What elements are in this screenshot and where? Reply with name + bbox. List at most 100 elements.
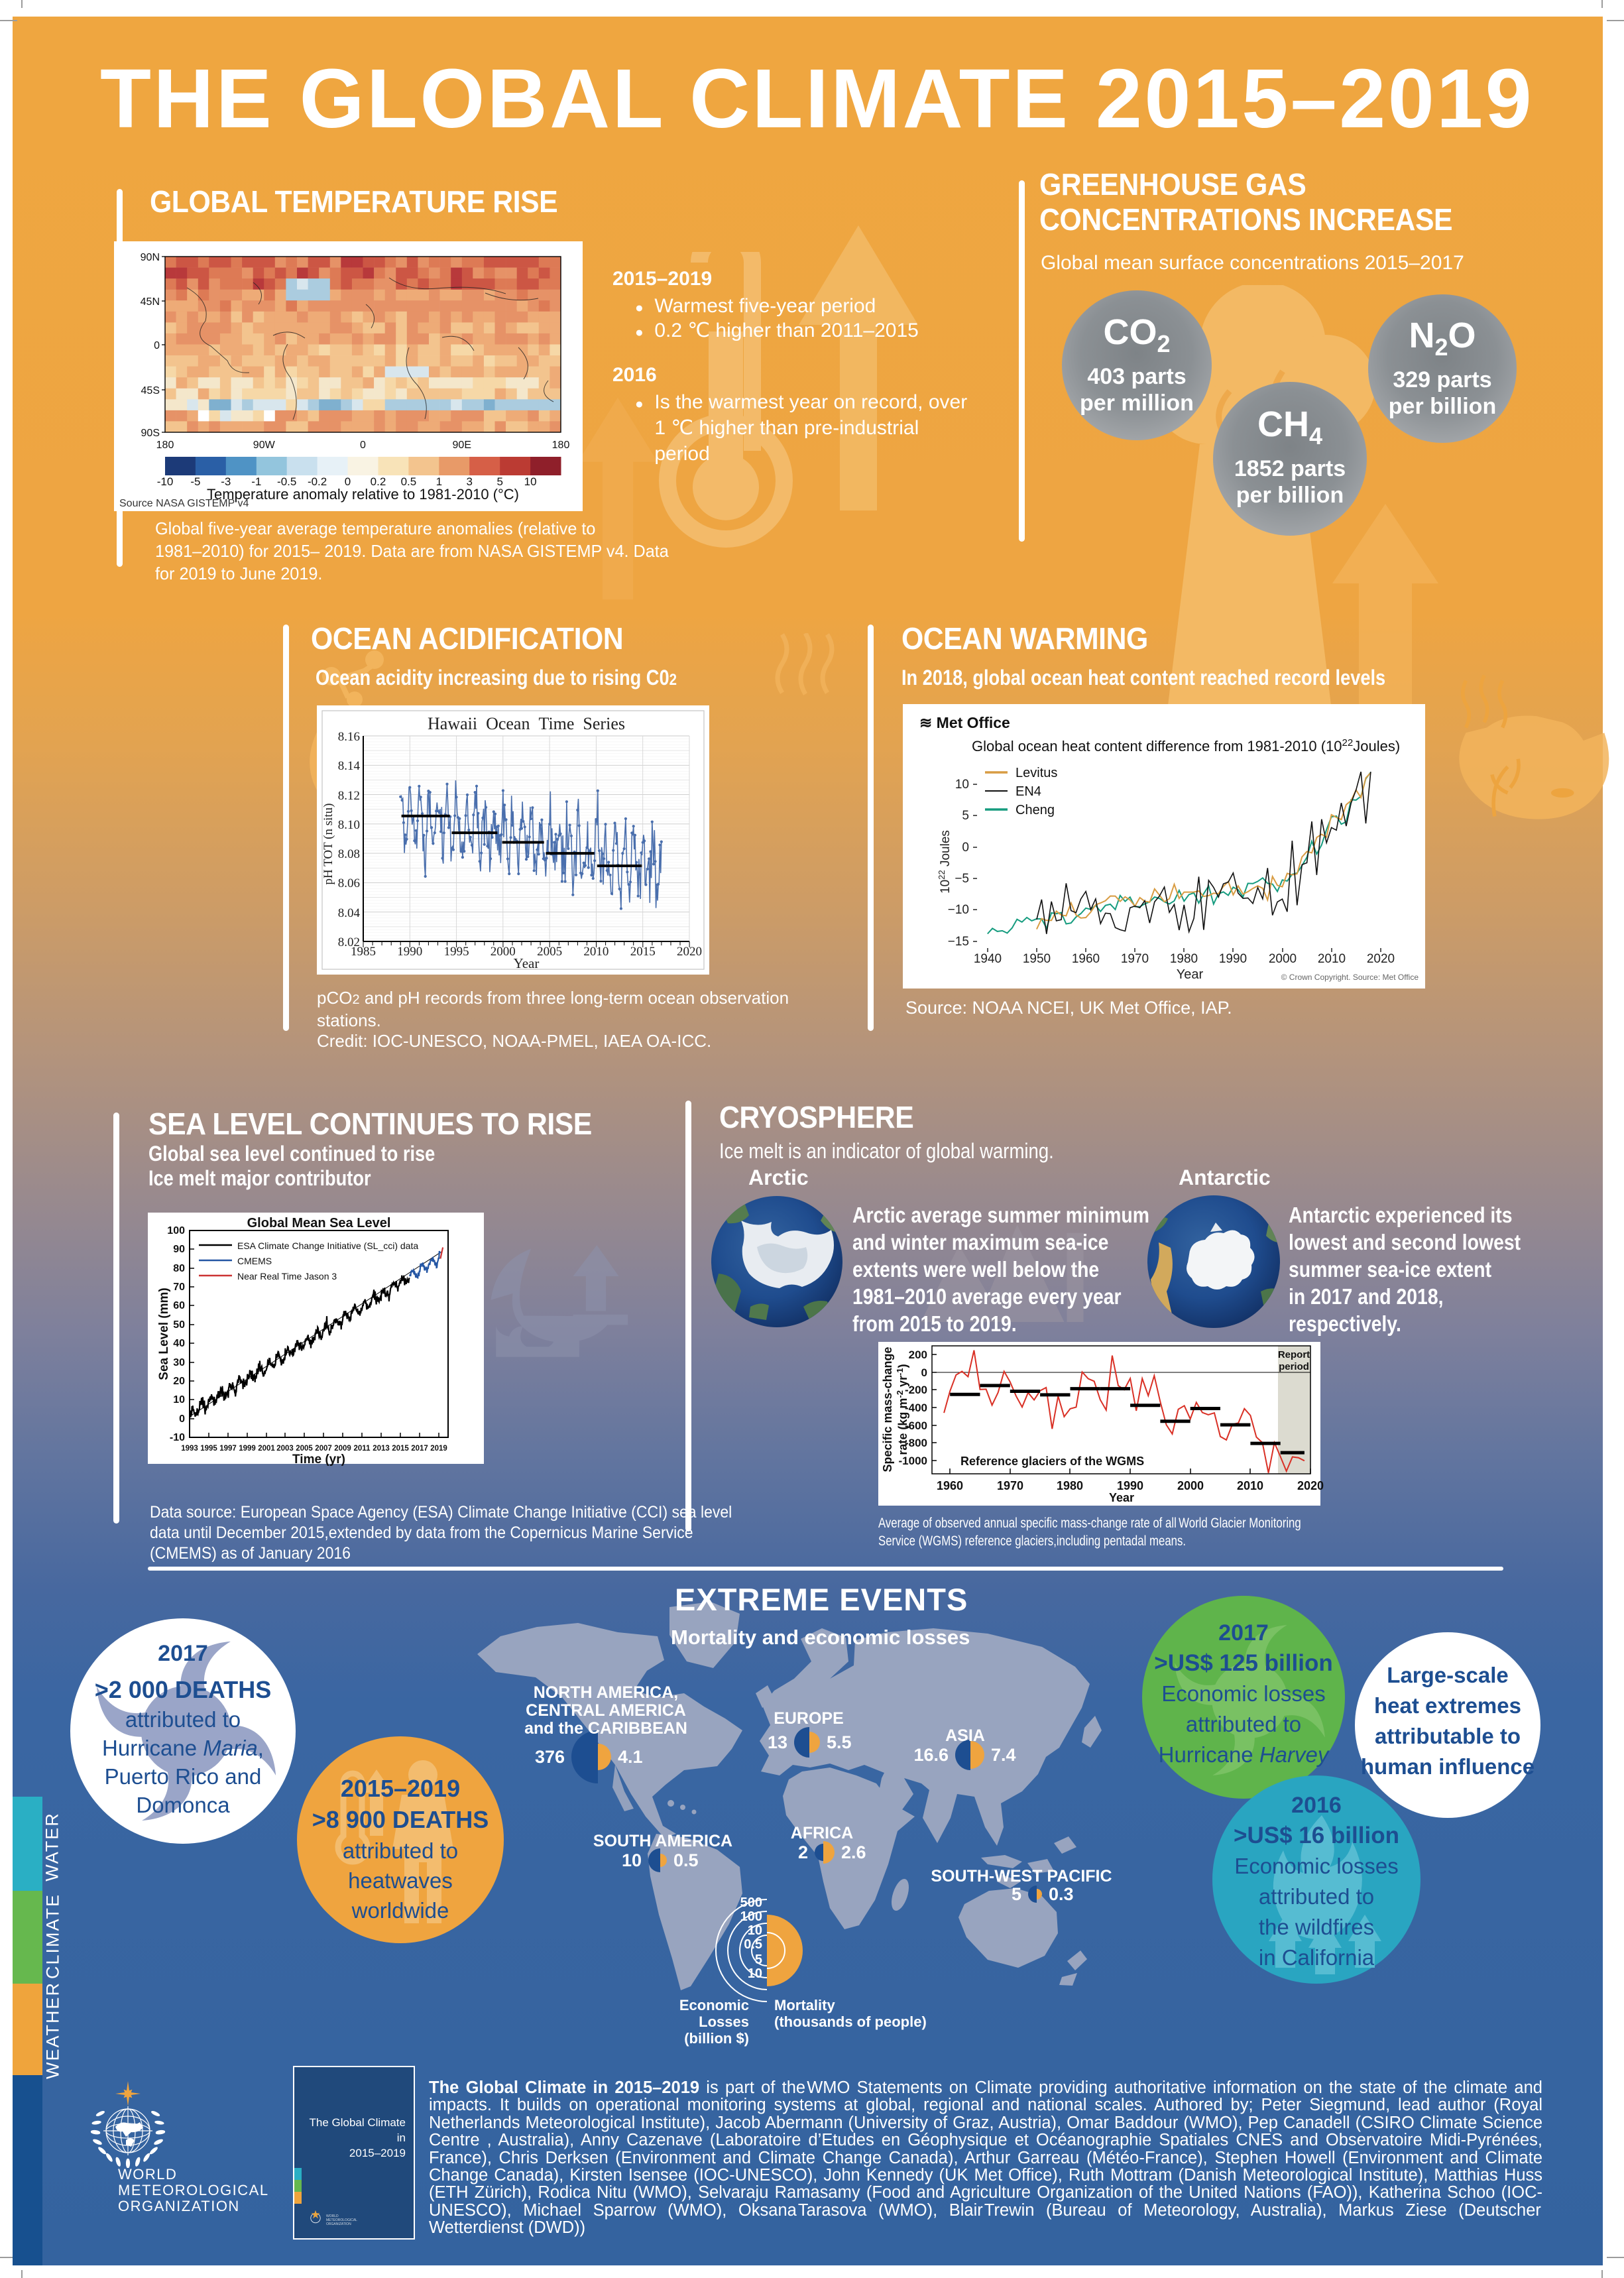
svg-text:2020: 2020 [677,945,702,959]
svg-text:2005: 2005 [296,1445,313,1453]
svg-text:ESA Climate Change Initiative: ESA Climate Change Initiative (SL_cci) d… [237,1240,418,1251]
svg-text:-10: -10 [170,1432,185,1443]
svg-text:13: 13 [768,1732,787,1752]
svg-text:1985: 1985 [351,945,376,959]
svg-text:8.10: 8.10 [338,818,360,832]
svg-text:2003: 2003 [276,1445,294,1453]
svg-text:Sea Level (mm): Sea Level (mm) [157,1288,171,1380]
svg-text:Time (yr): Time (yr) [292,1453,345,1467]
svg-text:2020: 2020 [1367,952,1395,966]
svg-text:1960: 1960 [1072,952,1100,966]
svg-text:-400: -400 [905,1402,927,1414]
svg-text:ASIA: ASIA [945,1726,985,1745]
svg-text:Report: Report [1278,1349,1310,1360]
svg-text:NORTH AMERICA,: NORTH AMERICA, [534,1683,679,1702]
svg-text:0: 0 [345,475,351,488]
svg-text:180: 180 [156,440,174,451]
svg-text:45S: 45S [141,385,160,396]
svg-text:5.5: 5.5 [827,1732,852,1752]
svg-text:Near Real Time Jason 3: Near Real Time Jason 3 [237,1271,337,1282]
svg-text:100: 100 [740,1909,762,1924]
svg-text:1960: 1960 [937,1479,963,1492]
svg-text:2010: 2010 [583,945,609,959]
svg-text:1: 1 [436,475,442,488]
svg-text:180: 180 [552,440,570,451]
svg-text:1970: 1970 [1121,952,1149,966]
svg-text:Mortality: Mortality [774,1997,835,2013]
svg-text:-0.5: -0.5 [277,475,296,488]
svg-text:376: 376 [535,1747,565,1767]
svg-text:2: 2 [798,1842,808,1862]
svg-text:−10: −10 [948,903,969,917]
svg-text:SOUTH AMERICA: SOUTH AMERICA [593,1832,732,1850]
svg-text:8.12: 8.12 [338,789,360,803]
svg-text:1997: 1997 [219,1445,237,1453]
svg-text:100: 100 [167,1225,185,1236]
svg-text:0: 0 [921,1366,927,1379]
svg-text:8.16: 8.16 [338,730,360,744]
svg-text:Year: Year [1177,967,1204,982]
svg-text:Levitus: Levitus [1015,766,1057,780]
svg-text:90S: 90S [141,428,160,439]
svg-text:1999: 1999 [239,1445,256,1453]
svg-text:−15: −15 [948,935,969,949]
svg-text:Global Mean Sea Level: Global Mean Sea Level [247,1216,391,1230]
svg-text:pH TOT (n situ): pH TOT (n situ) [321,804,335,885]
svg-text:period: period [1279,1361,1309,1372]
svg-text:10: 10 [748,1966,762,1981]
svg-text:200: 200 [909,1349,927,1361]
svg-text:40: 40 [173,1338,185,1349]
svg-text:≋ Met Office: ≋ Met Office [919,714,1010,731]
svg-text:10: 10 [955,778,969,792]
svg-text:1980: 1980 [1057,1479,1083,1492]
svg-text:60: 60 [173,1300,185,1311]
svg-text:5: 5 [1012,1884,1021,1904]
svg-text:1990: 1990 [1219,952,1247,966]
svg-text:and the CARIBBEAN: and the CARIBBEAN [524,1719,687,1738]
svg-text:Temperature anomaly relative t: Temperature anomaly relative to 1981-201… [207,486,519,503]
svg-text:8.14: 8.14 [338,759,361,773]
svg-text:Specific mass-change: Specific mass-change [881,1347,894,1472]
svg-text:2015: 2015 [630,945,656,959]
svg-text:30: 30 [173,1357,185,1368]
svg-text:−5: −5 [955,872,969,886]
svg-text:Reference glaciers of the WGMS: Reference glaciers of the WGMS [960,1455,1144,1468]
svg-text:Cheng: Cheng [1015,803,1055,817]
svg-text:2000: 2000 [1269,952,1297,966]
svg-text:0: 0 [154,340,160,351]
svg-text:16.6: 16.6 [913,1745,949,1765]
svg-text:-3: -3 [221,475,231,488]
svg-text:CMEMS: CMEMS [237,1256,272,1266]
svg-text:(billion $): (billion $) [684,2030,749,2047]
svg-text:© Crown Copyright. Source: Met: © Crown Copyright. Source: Met Office [1281,973,1419,982]
svg-text:Source NASA GISTEMP v4: Source NASA GISTEMP v4 [119,498,249,509]
svg-text:-1000: -1000 [899,1455,927,1467]
svg-text:0.5: 0.5 [673,1850,699,1870]
svg-text:8.08: 8.08 [338,847,360,861]
svg-text:EN4: EN4 [1015,784,1041,799]
svg-text:2001: 2001 [258,1445,275,1453]
svg-text:rate (kg m-2 yr-1): rate (kg m-2 yr-1) [895,1364,909,1455]
svg-text:4.1: 4.1 [618,1747,643,1767]
svg-text:1990: 1990 [397,945,422,959]
svg-text:-1: -1 [251,475,261,488]
svg-text:10: 10 [173,1394,185,1406]
svg-text:2019: 2019 [430,1445,447,1453]
svg-text:2017: 2017 [411,1445,428,1453]
svg-text:0.3: 0.3 [1049,1884,1074,1904]
svg-text:8.06: 8.06 [338,876,360,890]
svg-text:90E: 90E [453,440,471,451]
svg-text:1950: 1950 [1023,952,1051,966]
svg-text:500: 500 [740,1895,762,1910]
svg-text:2000: 2000 [1177,1479,1204,1492]
svg-text:CENTRAL AMERICA: CENTRAL AMERICA [526,1701,686,1720]
svg-text:1995: 1995 [200,1445,217,1453]
svg-text:5: 5 [496,475,502,488]
svg-text:EUROPE: EUROPE [774,1709,844,1728]
svg-text:2020: 2020 [1297,1479,1324,1492]
svg-text:20: 20 [173,1376,185,1387]
svg-text:0.5: 0.5 [744,1937,762,1952]
svg-text:Hawaii Ocean Time Series: Hawaii Ocean Time Series [428,714,625,733]
svg-text:90W: 90W [253,440,276,451]
svg-text:90N: 90N [141,252,160,263]
